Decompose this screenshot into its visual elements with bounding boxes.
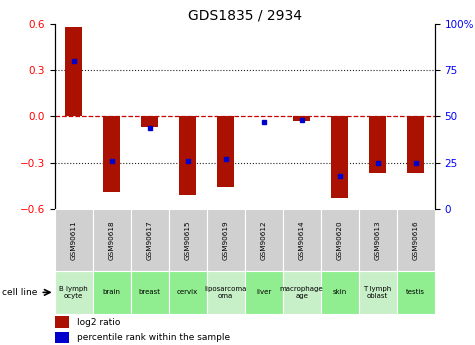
Bar [103,117,120,192]
Text: T lymph
oblast: T lymph oblast [363,286,392,299]
Text: breast: breast [139,289,161,295]
Bar [169,209,207,271]
Text: GSM90613: GSM90613 [375,220,380,259]
Text: B lymph
ocyte: B lymph ocyte [59,286,88,299]
Bar [55,209,93,271]
Bar [65,27,82,117]
Bar [321,209,359,271]
Text: cell line: cell line [2,288,38,297]
Bar [321,271,359,314]
Bar [55,332,69,344]
Title: GDS1835 / 2934: GDS1835 / 2934 [188,9,302,23]
Text: GSM90614: GSM90614 [299,220,304,259]
Bar [245,271,283,314]
Bar [131,271,169,314]
Bar [141,117,158,127]
Bar [331,117,348,198]
Text: GSM90620: GSM90620 [337,220,342,259]
Bar [93,209,131,271]
Bar [207,209,245,271]
Bar [207,271,245,314]
Text: macrophage
age: macrophage age [280,286,323,299]
Text: liver: liver [256,289,271,295]
Bar [397,209,435,271]
Text: cervix: cervix [177,289,198,295]
Text: GSM90612: GSM90612 [261,220,266,259]
Bar [55,271,93,314]
Bar [283,209,321,271]
Bar [169,271,207,314]
Text: percentile rank within the sample: percentile rank within the sample [77,333,230,342]
Text: skin: skin [332,289,347,295]
Bar [131,209,169,271]
Bar [397,271,435,314]
Bar [369,117,386,173]
Bar [179,117,196,195]
Text: GSM90616: GSM90616 [413,220,418,259]
Text: GSM90611: GSM90611 [71,220,76,259]
Bar [407,117,424,173]
Text: log2 ratio: log2 ratio [77,317,120,326]
Bar [283,271,321,314]
Text: liposarcoma
oma: liposarcoma oma [204,286,247,299]
Bar [245,209,283,271]
Text: GSM90615: GSM90615 [185,220,190,259]
Bar [93,271,131,314]
Bar [55,316,69,328]
Bar [217,117,234,187]
Text: GSM90618: GSM90618 [109,220,114,259]
Bar [359,209,397,271]
Text: GSM90619: GSM90619 [223,220,228,259]
Bar [293,117,310,121]
Text: brain: brain [103,289,121,295]
Bar [359,271,397,314]
Text: testis: testis [406,289,425,295]
Text: GSM90617: GSM90617 [147,220,152,259]
